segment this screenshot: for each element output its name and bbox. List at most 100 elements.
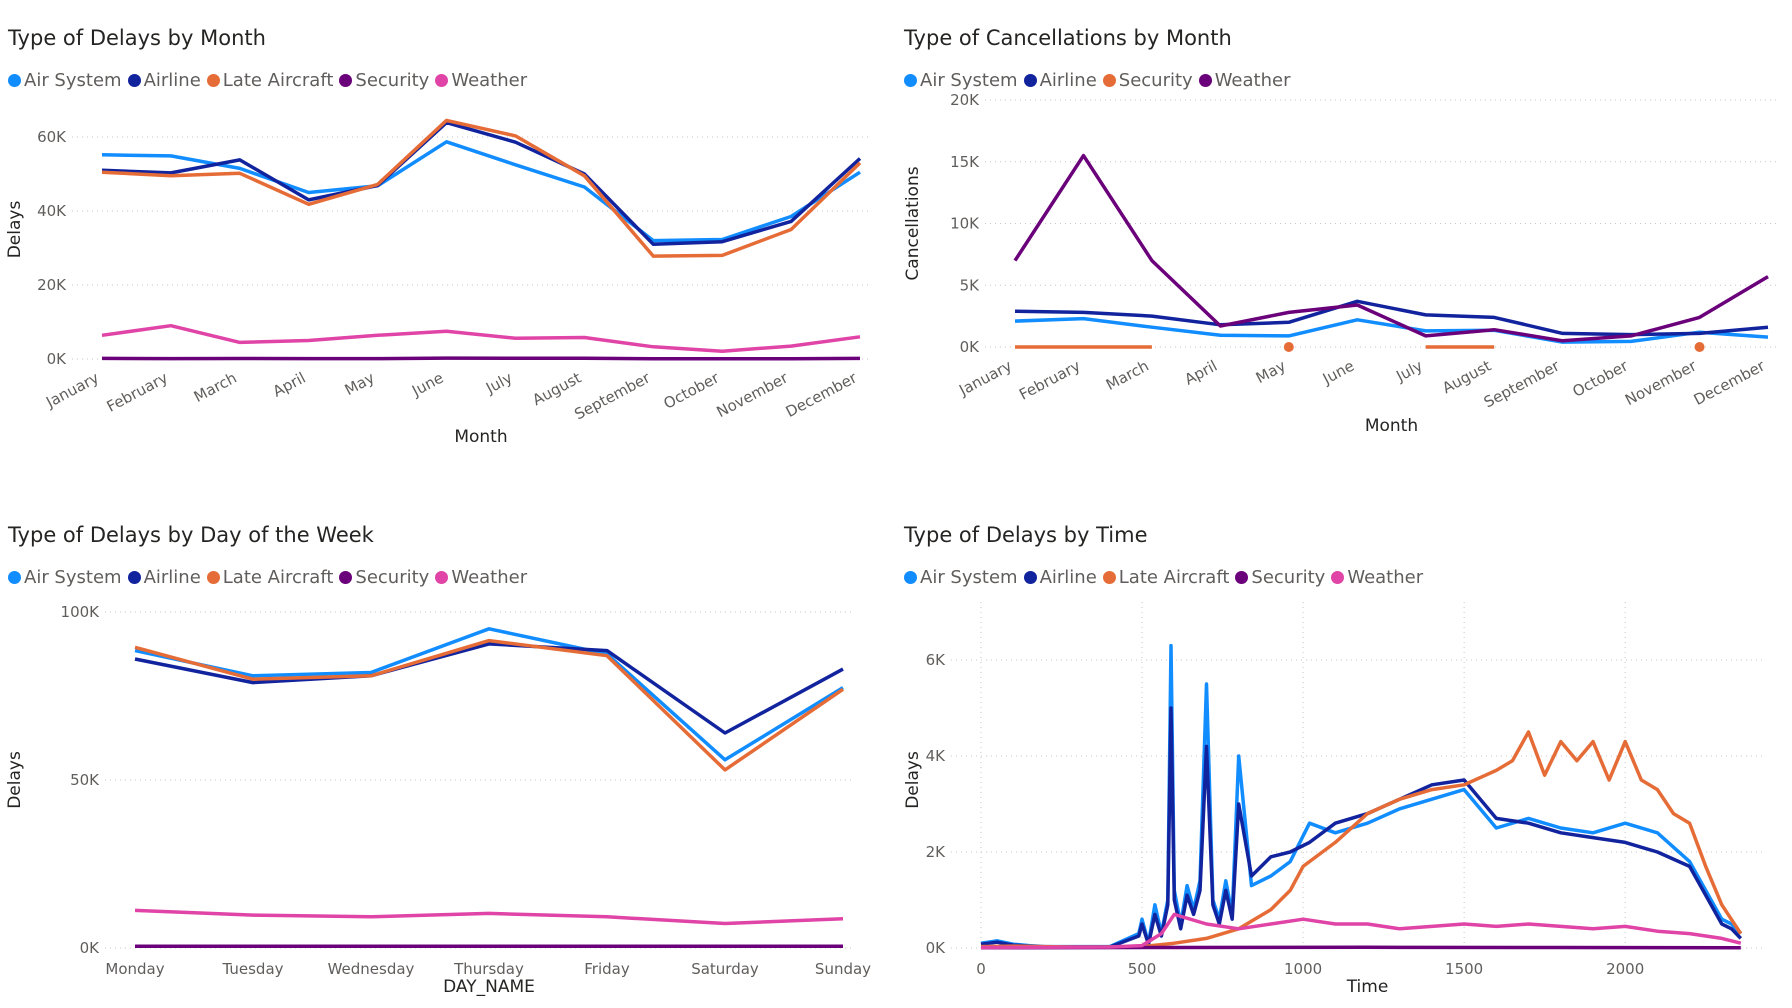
legend-item-weather[interactable]: Weather <box>1198 70 1290 91</box>
y-tick-label: 100K <box>61 603 101 621</box>
series-line-air-system[interactable] <box>1014 316 1769 344</box>
panel-cancellations-by-month: Type of Cancellations by Month Air Syste… <box>896 20 1792 520</box>
legend-item-airline[interactable]: Airline <box>1023 567 1097 588</box>
legend-dot-icon <box>339 74 353 87</box>
series-line-weather[interactable] <box>1013 153 1769 343</box>
series-line-late-aircraft[interactable] <box>134 638 844 772</box>
series-line-late-aircraft[interactable] <box>980 730 1743 949</box>
legend-dot-icon <box>435 74 449 87</box>
legend-item-late-aircraft[interactable]: Late Aircraft <box>206 70 334 91</box>
legend-item-airline[interactable]: Airline <box>127 567 201 588</box>
x-tick-label: June <box>1319 357 1357 389</box>
series-line-late-aircraft[interactable] <box>101 118 862 258</box>
x-axis-title: Time <box>1346 977 1389 997</box>
x-tick-label: January <box>42 369 102 412</box>
legend-item-weather[interactable]: Weather <box>435 70 527 91</box>
x-tick-label: August <box>529 369 584 410</box>
x-tick-label: December <box>783 368 861 421</box>
legend-item-weather[interactable]: Weather <box>435 567 527 588</box>
x-tick-label: August <box>1439 357 1494 398</box>
chart-cancellations-by-month: 0K 5K 10K 15K 20K January February March April Ma… <box>903 91 1778 436</box>
legend-item-security[interactable]: Security <box>1102 70 1193 91</box>
series-line-air-system[interactable] <box>980 643 1743 949</box>
legend-item-late-aircraft[interactable]: Late Aircraft <box>1102 567 1230 588</box>
series-line-security[interactable] <box>101 356 861 361</box>
legend-item-air-system[interactable]: Air System <box>8 567 122 588</box>
legend-item-late-aircraft[interactable]: Late Aircraft <box>206 567 334 588</box>
legend-item-air-system[interactable]: Air System <box>904 567 1018 588</box>
y-tick-label: 10K <box>950 215 980 233</box>
x-tick-label: December <box>1691 356 1769 409</box>
legend-item-airline[interactable]: Airline <box>127 70 201 91</box>
x-tick-label: March <box>1103 357 1152 394</box>
series-line-weather[interactable] <box>101 323 861 353</box>
x-tick-label: July <box>482 369 515 398</box>
legend-item-security[interactable]: Security <box>1235 567 1325 588</box>
legend: Air System Airline Late Aircraft Security We… <box>8 70 533 91</box>
legend-dot-icon <box>1023 571 1037 584</box>
y-tick-label: 60K <box>37 128 67 146</box>
x-tick-label: Monday <box>105 960 164 978</box>
x-axis-title: DAY_NAME <box>443 977 535 997</box>
series-line-air-system[interactable] <box>134 627 844 762</box>
legend-dot-icon <box>435 571 449 584</box>
x-tick-label: May <box>342 369 378 400</box>
series-line-airline[interactable] <box>101 120 862 247</box>
y-tick-label: 20K <box>37 276 67 294</box>
x-tick-label: Sunday <box>815 960 871 978</box>
x-tick-label: April <box>1182 357 1221 389</box>
legend: Air System Airline Security Weather <box>904 70 1296 91</box>
x-tick-label: February <box>104 369 171 416</box>
x-tick-label: September <box>1481 356 1563 411</box>
series-line-weather[interactable] <box>134 908 844 926</box>
x-tick-label: Wednesday <box>328 960 415 978</box>
legend-item-air-system[interactable]: Air System <box>8 70 122 91</box>
legend-dot-icon <box>1331 571 1345 584</box>
y-tick-label: 0K <box>47 350 68 368</box>
y-axis-title: Delays <box>903 751 923 809</box>
series-line-airline[interactable] <box>134 642 844 735</box>
series-point-security[interactable] <box>1694 342 1705 352</box>
y-tick-label: 0K <box>926 939 947 957</box>
legend-label: Late Aircraft <box>222 70 334 91</box>
legend-label: Late Aircraft <box>1118 567 1230 588</box>
legend-label: Security <box>355 567 430 588</box>
x-tick-label: 0 <box>976 960 986 978</box>
legend-label: Airline <box>1039 567 1097 588</box>
chart-delays-by-time: 0K 2K 4K 6K 0 500 1000 1500 2000 Time Delays <box>903 602 1764 997</box>
y-axis-title: Delays <box>5 201 25 259</box>
x-tick-label: September <box>571 368 653 423</box>
legend-label: Security <box>1118 70 1193 91</box>
legend-label: Weather <box>1347 567 1424 588</box>
legend-item-security[interactable]: Security <box>339 70 429 91</box>
x-tick-label: Saturday <box>691 960 759 978</box>
y-tick-label: 4K <box>926 747 947 765</box>
legend-label: Airline <box>143 70 201 91</box>
chart-delays-by-month: 0K 20K 40K 60K January February March April May J… <box>5 118 870 447</box>
y-tick-label: 5K <box>960 276 981 294</box>
series-point-security[interactable] <box>1283 342 1294 352</box>
legend-item-security[interactable]: Security <box>339 567 429 588</box>
legend-dot-icon <box>127 74 141 87</box>
legend-dot-icon <box>206 571 220 584</box>
y-axis-title: Cancellations <box>903 166 923 280</box>
x-tick-label: January <box>955 357 1015 400</box>
legend-label: Air System <box>24 567 122 588</box>
y-tick-label: 15K <box>950 153 980 171</box>
y-tick-label: 2K <box>926 843 947 861</box>
legend-item-air-system[interactable]: Air System <box>904 70 1018 91</box>
x-tick-label: March <box>191 369 240 406</box>
series-line-air-system[interactable] <box>101 140 861 243</box>
x-tick-label: 1000 <box>1284 960 1322 978</box>
legend-label: Airline <box>143 567 201 588</box>
legend-label: Late Aircraft <box>222 567 334 588</box>
series-line-airline[interactable] <box>980 706 1743 949</box>
chart-title: Type of Delays by Month <box>8 26 266 50</box>
legend-item-weather[interactable]: Weather <box>1331 567 1423 588</box>
series-line-weather[interactable] <box>980 912 1742 950</box>
x-tick-label: July <box>1392 357 1425 386</box>
legend-item-airline[interactable]: Airline <box>1023 70 1097 91</box>
legend: Air System Airline Late Aircraft Security We… <box>904 567 1429 588</box>
legend-label: Weather <box>451 567 528 588</box>
legend-label: Air System <box>24 70 122 91</box>
